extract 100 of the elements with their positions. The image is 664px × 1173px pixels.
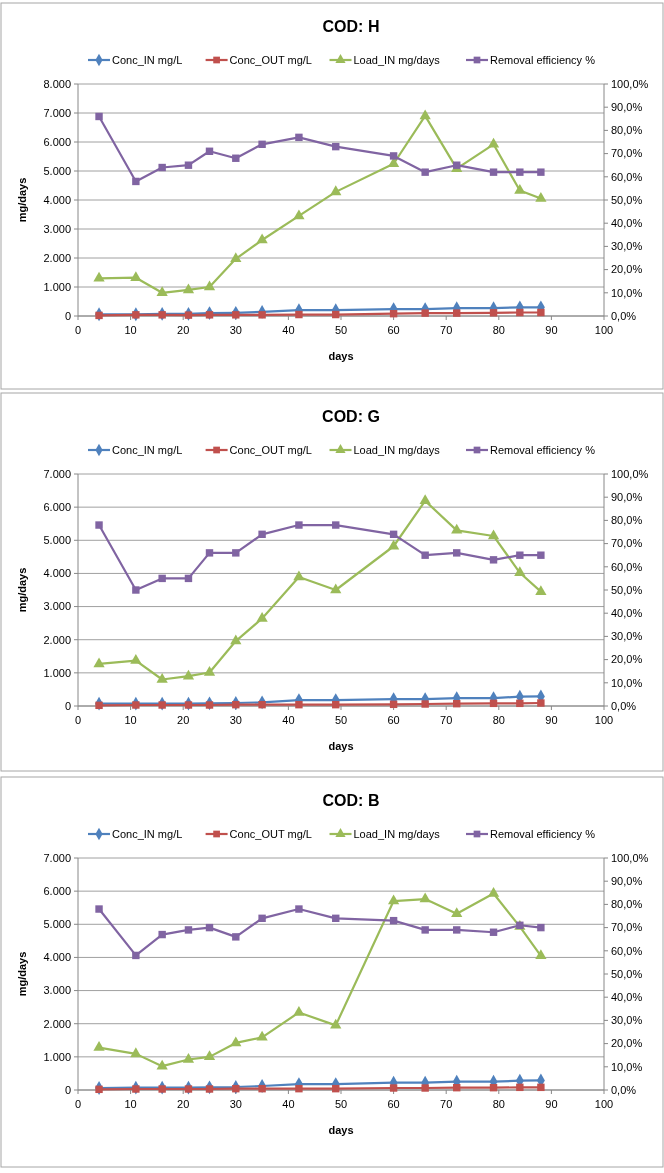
x-tick-label: 30 xyxy=(229,324,242,336)
y-tick-label: 4.000 xyxy=(43,193,71,206)
point xyxy=(537,1083,545,1092)
point xyxy=(256,1030,268,1041)
point xyxy=(419,109,431,120)
y-tick-label: 4.000 xyxy=(43,951,71,964)
x-tick-label: 80 xyxy=(492,1098,505,1110)
point xyxy=(487,137,500,148)
y2-tick-label: 50,0% xyxy=(611,583,643,596)
point xyxy=(453,549,461,557)
point xyxy=(158,574,166,583)
x-tick-label: 10 xyxy=(124,1098,137,1110)
point xyxy=(516,551,524,559)
point xyxy=(293,1005,305,1016)
y2-tick-label: 20,0% xyxy=(611,263,643,276)
point xyxy=(295,310,303,319)
y2-tick-label: 80,0% xyxy=(611,124,643,137)
point xyxy=(516,1083,524,1092)
point xyxy=(489,309,498,317)
legend-label: Conc_IN mg/L xyxy=(112,443,183,456)
x-tick-label: 0 xyxy=(74,324,82,336)
point xyxy=(132,586,140,594)
x-tick-label: 70 xyxy=(440,714,453,726)
x-tick-label: 100 xyxy=(594,324,614,336)
y-tick-label: 7.000 xyxy=(43,851,71,864)
point xyxy=(535,585,547,595)
x-tick-label: 60 xyxy=(387,1098,400,1110)
point xyxy=(132,951,140,960)
y-axis-title: mg/days xyxy=(16,951,28,997)
y2-tick-label: 70,0% xyxy=(611,921,643,934)
point xyxy=(258,311,266,319)
point xyxy=(332,521,340,529)
x-tick-label: 60 xyxy=(387,714,400,726)
x-tick-label: 20 xyxy=(177,324,190,336)
point xyxy=(537,168,545,176)
point xyxy=(293,209,305,220)
point xyxy=(93,657,105,668)
legend-label: Load_IN mg/days xyxy=(353,53,441,66)
point xyxy=(295,1084,303,1093)
x-tick-label: 30 xyxy=(229,1098,242,1110)
point xyxy=(184,161,193,169)
x-tick-label: 30 xyxy=(229,714,242,726)
x-tick-label: 50 xyxy=(334,1098,348,1110)
x-tick-label: 60 xyxy=(387,324,400,336)
y2-tick-label: 50,0% xyxy=(611,193,643,206)
y-tick-label: 3.000 xyxy=(43,984,71,997)
legend-label: Load_IN mg/days xyxy=(353,827,441,840)
y-tick-label: 5.000 xyxy=(43,534,71,547)
point xyxy=(182,669,195,680)
x-tick-label: 0 xyxy=(74,1098,82,1110)
point xyxy=(232,154,240,162)
x-axis-title: days xyxy=(328,350,354,362)
point xyxy=(205,311,214,319)
y-tick-label: 7.000 xyxy=(43,467,71,480)
point xyxy=(132,177,140,186)
y2-tick-label: 40,0% xyxy=(611,991,643,1004)
chart-title: COD: G xyxy=(322,408,380,425)
y-axis-title: mg/days xyxy=(16,177,28,223)
y-tick-label: 1.000 xyxy=(43,280,71,293)
point xyxy=(453,926,461,934)
y2-tick-label: 70,0% xyxy=(611,147,643,160)
x-axis-title: days xyxy=(328,1124,354,1136)
point xyxy=(156,286,168,297)
x-axis-title: days xyxy=(328,740,354,752)
x-tick-label: 70 xyxy=(440,1098,453,1110)
y2-tick-label: 0,0% xyxy=(611,309,637,322)
point xyxy=(421,309,429,317)
y2-tick-label: 90,0% xyxy=(611,101,643,114)
point xyxy=(330,583,342,594)
point xyxy=(389,1084,398,1092)
y-axis-title: mg/days xyxy=(16,567,28,613)
point xyxy=(158,930,166,939)
point xyxy=(421,926,429,934)
y2-tick-label: 80,0% xyxy=(611,514,643,527)
point xyxy=(258,914,266,923)
point xyxy=(293,570,305,581)
point xyxy=(156,672,168,683)
chart-title: COD: B xyxy=(322,792,380,809)
legend-label: Conc_IN mg/L xyxy=(112,53,183,66)
y-tick-label: 3.000 xyxy=(43,222,71,235)
y-tick-label: 6.000 xyxy=(43,500,71,513)
point xyxy=(537,308,545,317)
point xyxy=(232,700,240,709)
point xyxy=(453,309,461,317)
point xyxy=(158,163,166,172)
point xyxy=(158,1085,166,1093)
point xyxy=(156,1059,168,1070)
y2-tick-label: 60,0% xyxy=(611,944,643,957)
point xyxy=(130,654,142,664)
point xyxy=(232,549,240,557)
point xyxy=(95,1085,103,1094)
point xyxy=(230,252,242,263)
x-tick-label: 20 xyxy=(177,714,190,726)
y-tick-label: 2.000 xyxy=(43,633,71,646)
point xyxy=(421,1084,429,1092)
y-tick-label: 5.000 xyxy=(43,918,71,931)
x-tick-label: 70 xyxy=(440,324,453,336)
point xyxy=(205,1085,214,1093)
point xyxy=(514,183,526,194)
legend-label: Conc_OUT mg/L xyxy=(229,443,312,456)
